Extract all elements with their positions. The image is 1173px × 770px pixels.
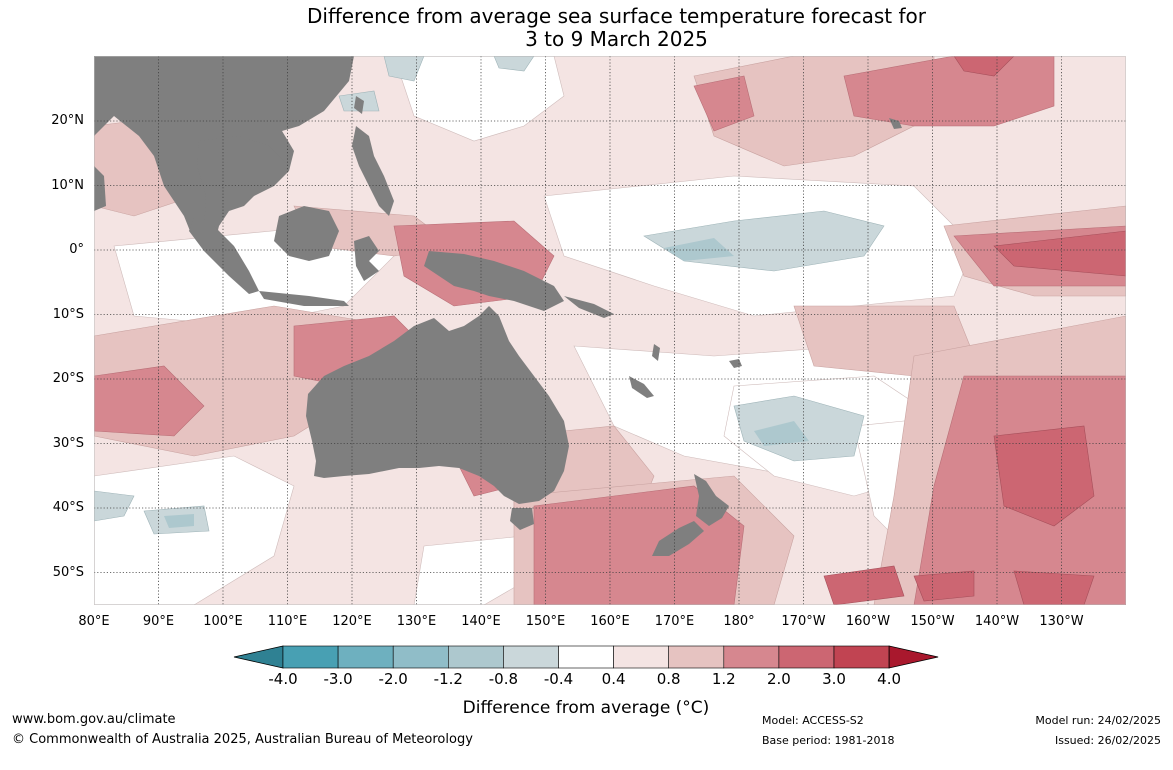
longitude-label: 110°E	[267, 614, 308, 629]
land-new-guinea	[424, 251, 564, 311]
longitude-label: 150°W	[910, 614, 955, 629]
colorbar-extend-high	[888, 645, 939, 669]
model-name: Model: ACCESS-S2	[762, 714, 864, 727]
colorbar	[233, 645, 939, 669]
land-sri-lanka	[94, 186, 102, 201]
longitude-label: 130°W	[1039, 614, 1084, 629]
colorbar-segment	[448, 645, 504, 669]
land-taiwan	[354, 96, 364, 114]
longitude-label: 80°E	[78, 614, 110, 629]
land-solomons	[564, 296, 614, 318]
colorbar-segment	[503, 645, 559, 669]
land-sumatra	[189, 216, 259, 294]
colorbar-segment	[723, 645, 780, 669]
latitude-label: 10°S	[52, 306, 84, 322]
land-sulawesi	[354, 236, 379, 281]
longitude-label: 160°W	[845, 614, 891, 629]
longitude-label: 120°E	[332, 614, 372, 629]
colorbar-tick-label: -4.0	[268, 670, 298, 688]
longitude-label: 150°E	[525, 614, 566, 629]
cool-cores	[164, 238, 809, 528]
copyright-text: © Commonwealth of Australia 2025, Austra…	[12, 732, 473, 747]
land-indochina	[197, 136, 289, 246]
colorbar-segment	[833, 645, 890, 669]
colorbar-segment	[392, 645, 449, 669]
latitude-label: 0°	[69, 242, 84, 257]
land-java	[259, 291, 349, 306]
colorbar-tick-label: -2.0	[378, 670, 408, 688]
colorbar-segment	[613, 645, 670, 669]
latitude-label: 40°S	[52, 500, 84, 515]
model-run-date: Model run: 24/02/2025	[1035, 714, 1161, 727]
latitude-label: 20°S	[52, 371, 84, 386]
longitude-label: 170°E	[654, 614, 695, 629]
title-line-1: Difference from average sea surface temp…	[306, 4, 926, 28]
colorbar-segment	[337, 645, 394, 669]
colorbar-tick-label: 1.2	[711, 670, 736, 688]
land-philippines	[352, 126, 394, 216]
sst-anomaly-map	[94, 56, 1126, 605]
colorbar-segment	[668, 645, 725, 669]
colorbar-extend-low	[233, 645, 284, 669]
longitude-label: 130°E	[396, 614, 437, 629]
land-nz-south	[652, 521, 704, 556]
colorbar-tick-label: -0.4	[543, 670, 574, 688]
hot-regions	[823, 56, 1126, 605]
issued-date: Issued: 26/02/2025	[1054, 734, 1161, 747]
title-line-2: 3 to 9 March 2025	[525, 27, 708, 51]
land-nz-north	[694, 474, 729, 526]
colorbar-label: Difference from average (°C)	[462, 698, 710, 718]
land-vanuatu	[652, 344, 660, 361]
colorbar-tick-label: 2.0	[766, 670, 791, 688]
longitude-label: 140°W	[974, 614, 1020, 629]
colorbar-tick-label: -0.8	[488, 670, 519, 688]
latitude-label: 30°S	[52, 435, 84, 451]
latitude-label: 10°N	[51, 177, 84, 193]
colorbar-tick-label: -1.2	[433, 670, 463, 688]
colorbar-tick-label: 0.4	[601, 670, 626, 688]
colorbar-tick-label: 3.0	[822, 670, 846, 688]
land-hawaii	[889, 118, 902, 129]
colorbar-segment	[558, 645, 614, 669]
land	[94, 56, 902, 556]
colorbar-tick-label: -3.0	[323, 670, 353, 688]
latitude-label: 50°S	[52, 564, 84, 580]
longitude-label: 180°	[723, 614, 755, 629]
latitude-label: 20°N	[51, 113, 84, 128]
colorbar-segment	[282, 645, 339, 669]
longitude-label: 140°E	[461, 614, 501, 629]
colorbar-segment	[778, 645, 835, 669]
longitude-label: 160°E	[590, 614, 630, 629]
longitude-label: 100°E	[203, 614, 243, 629]
longitude-label: 90°E	[142, 614, 175, 629]
map-frame	[94, 56, 1126, 605]
website-link[interactable]: www.bom.gov.au/climate	[12, 712, 176, 727]
colorbar-tick-label: 0.8	[656, 670, 681, 688]
map-title: Difference from average sea surface temp…	[0, 5, 1173, 51]
land-tasmania	[510, 508, 534, 530]
land-fiji	[729, 359, 742, 368]
land-australia	[306, 306, 569, 504]
land-new-caledonia	[629, 376, 654, 398]
land-borneo	[274, 206, 339, 261]
base-period: Base period: 1981-2018	[762, 734, 895, 747]
map-gridlines	[94, 56, 1126, 605]
longitude-label: 170°W	[781, 614, 826, 629]
colorbar-tick-label: 4.0	[877, 670, 902, 688]
